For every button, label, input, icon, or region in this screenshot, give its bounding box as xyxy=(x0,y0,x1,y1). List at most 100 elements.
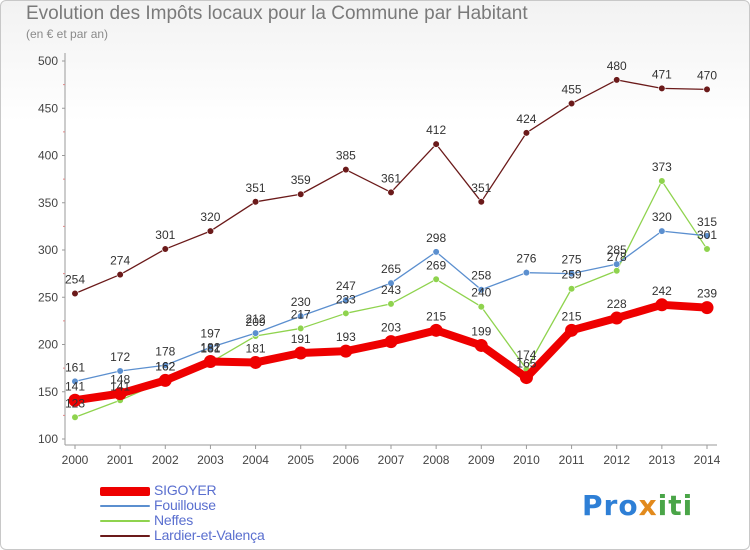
data-label-0: 141 xyxy=(65,379,85,393)
series-point-2 xyxy=(297,324,305,333)
y-tick-label: 150 xyxy=(38,385,58,399)
series-point-3 xyxy=(71,289,79,298)
data-label-2: 233 xyxy=(336,292,356,306)
data-label-0: 191 xyxy=(291,332,311,346)
data-label-2: 240 xyxy=(471,286,491,300)
series-point-1 xyxy=(116,367,124,375)
series-point-0 xyxy=(610,311,624,325)
series-point-0 xyxy=(339,344,353,358)
data-label-1: 161 xyxy=(65,360,85,374)
series-point-0 xyxy=(700,301,714,315)
data-label-0: 215 xyxy=(426,309,446,323)
series-point-3 xyxy=(387,188,395,196)
series-point-3 xyxy=(567,99,576,108)
data-label-1: 298 xyxy=(426,231,446,245)
x-tick-label: 2012 xyxy=(603,453,630,467)
data-label-2: 259 xyxy=(562,268,582,282)
series-point-3 xyxy=(613,76,621,84)
data-label-3: 385 xyxy=(336,149,356,163)
data-label-1: 247 xyxy=(336,279,356,293)
data-label-3: 351 xyxy=(471,181,491,195)
legend-swatch xyxy=(100,520,150,522)
data-label-3: 301 xyxy=(155,228,175,242)
data-label-0: 162 xyxy=(155,359,175,373)
series-point-0 xyxy=(565,323,579,337)
series-point-3 xyxy=(251,198,260,206)
data-label-0: 215 xyxy=(562,309,582,323)
chart-title: Evolution des Impôts locaux pour la Comm… xyxy=(26,3,528,24)
series-point-0 xyxy=(655,298,669,312)
series-point-2 xyxy=(703,245,711,253)
series-point-3 xyxy=(206,227,215,235)
data-label-0: 181 xyxy=(246,341,266,355)
series-point-1 xyxy=(703,232,711,240)
series-point-0 xyxy=(519,371,533,385)
series-point-2 xyxy=(342,309,350,317)
series-point-0 xyxy=(384,335,398,349)
data-label-2: 174 xyxy=(516,348,536,362)
y-tick-label: 100 xyxy=(38,432,58,446)
x-tick-label: 2011 xyxy=(559,453,585,467)
legend-swatch xyxy=(100,505,150,507)
data-label-1: 172 xyxy=(110,350,130,364)
legend-label: Fouillouse xyxy=(154,497,216,513)
data-label-3: 274 xyxy=(110,254,130,268)
data-label-3: 351 xyxy=(246,181,266,195)
data-label-2: 209 xyxy=(246,315,266,329)
series-point-0 xyxy=(294,346,308,360)
series-point-3 xyxy=(477,198,485,206)
data-label-2: 243 xyxy=(381,283,401,297)
data-label-0: 199 xyxy=(471,324,491,338)
legend-label: Lardier-et-Valença xyxy=(154,527,265,543)
x-tick-label: 2004 xyxy=(242,453,269,467)
data-label-3: 412 xyxy=(426,123,446,137)
series-point-2 xyxy=(658,177,666,185)
data-label-3: 424 xyxy=(516,112,536,126)
series-point-1 xyxy=(71,377,79,385)
series-point-0 xyxy=(68,393,82,407)
data-label-2: 123 xyxy=(65,396,85,410)
data-label-0: 203 xyxy=(381,321,401,335)
data-label-0: 148 xyxy=(110,373,130,387)
series-point-2 xyxy=(567,285,576,293)
y-tick-label: 250 xyxy=(38,290,58,304)
chart-subtitle: (en € et par an) xyxy=(26,27,109,41)
series-point-3 xyxy=(161,245,169,253)
data-label-2: 181 xyxy=(200,341,220,355)
series-point-1 xyxy=(297,312,305,320)
data-label-1: 258 xyxy=(471,269,491,283)
data-label-3: 320 xyxy=(200,210,220,224)
series-point-3 xyxy=(432,140,440,148)
series-point-0 xyxy=(474,338,488,352)
data-label-1: 212 xyxy=(246,312,266,326)
data-label-1: 178 xyxy=(155,344,175,358)
data-label-1: 315 xyxy=(697,215,717,229)
series-point-1 xyxy=(658,227,666,235)
series-point-0 xyxy=(113,387,127,401)
proxiti-logo: Proxiti xyxy=(582,489,694,522)
x-tick-label: 2000 xyxy=(62,453,89,467)
data-label-2: 278 xyxy=(607,250,627,264)
x-tick-label: 2010 xyxy=(513,453,540,467)
y-tick-label: 350 xyxy=(38,196,58,210)
data-label-3: 471 xyxy=(652,67,672,81)
y-tick-label: 450 xyxy=(38,101,58,115)
series-point-1 xyxy=(206,343,215,351)
series-point-1 xyxy=(387,279,395,287)
data-label-1: 197 xyxy=(200,326,220,340)
x-tick-label: 2009 xyxy=(468,453,495,467)
series-point-1 xyxy=(432,248,440,256)
data-label-0: 228 xyxy=(607,297,627,311)
data-label-1: 265 xyxy=(381,262,401,276)
series-point-1 xyxy=(567,270,576,278)
legend-swatch xyxy=(100,486,150,496)
data-label-1: 275 xyxy=(562,253,582,267)
y-tick-label: 500 xyxy=(38,54,58,68)
x-tick-label: 2003 xyxy=(197,453,224,467)
series-point-2 xyxy=(432,275,440,283)
series-point-0 xyxy=(249,355,263,369)
series-point-3 xyxy=(297,190,305,198)
data-label-1: 230 xyxy=(291,295,311,309)
data-label-1: 320 xyxy=(652,210,672,224)
